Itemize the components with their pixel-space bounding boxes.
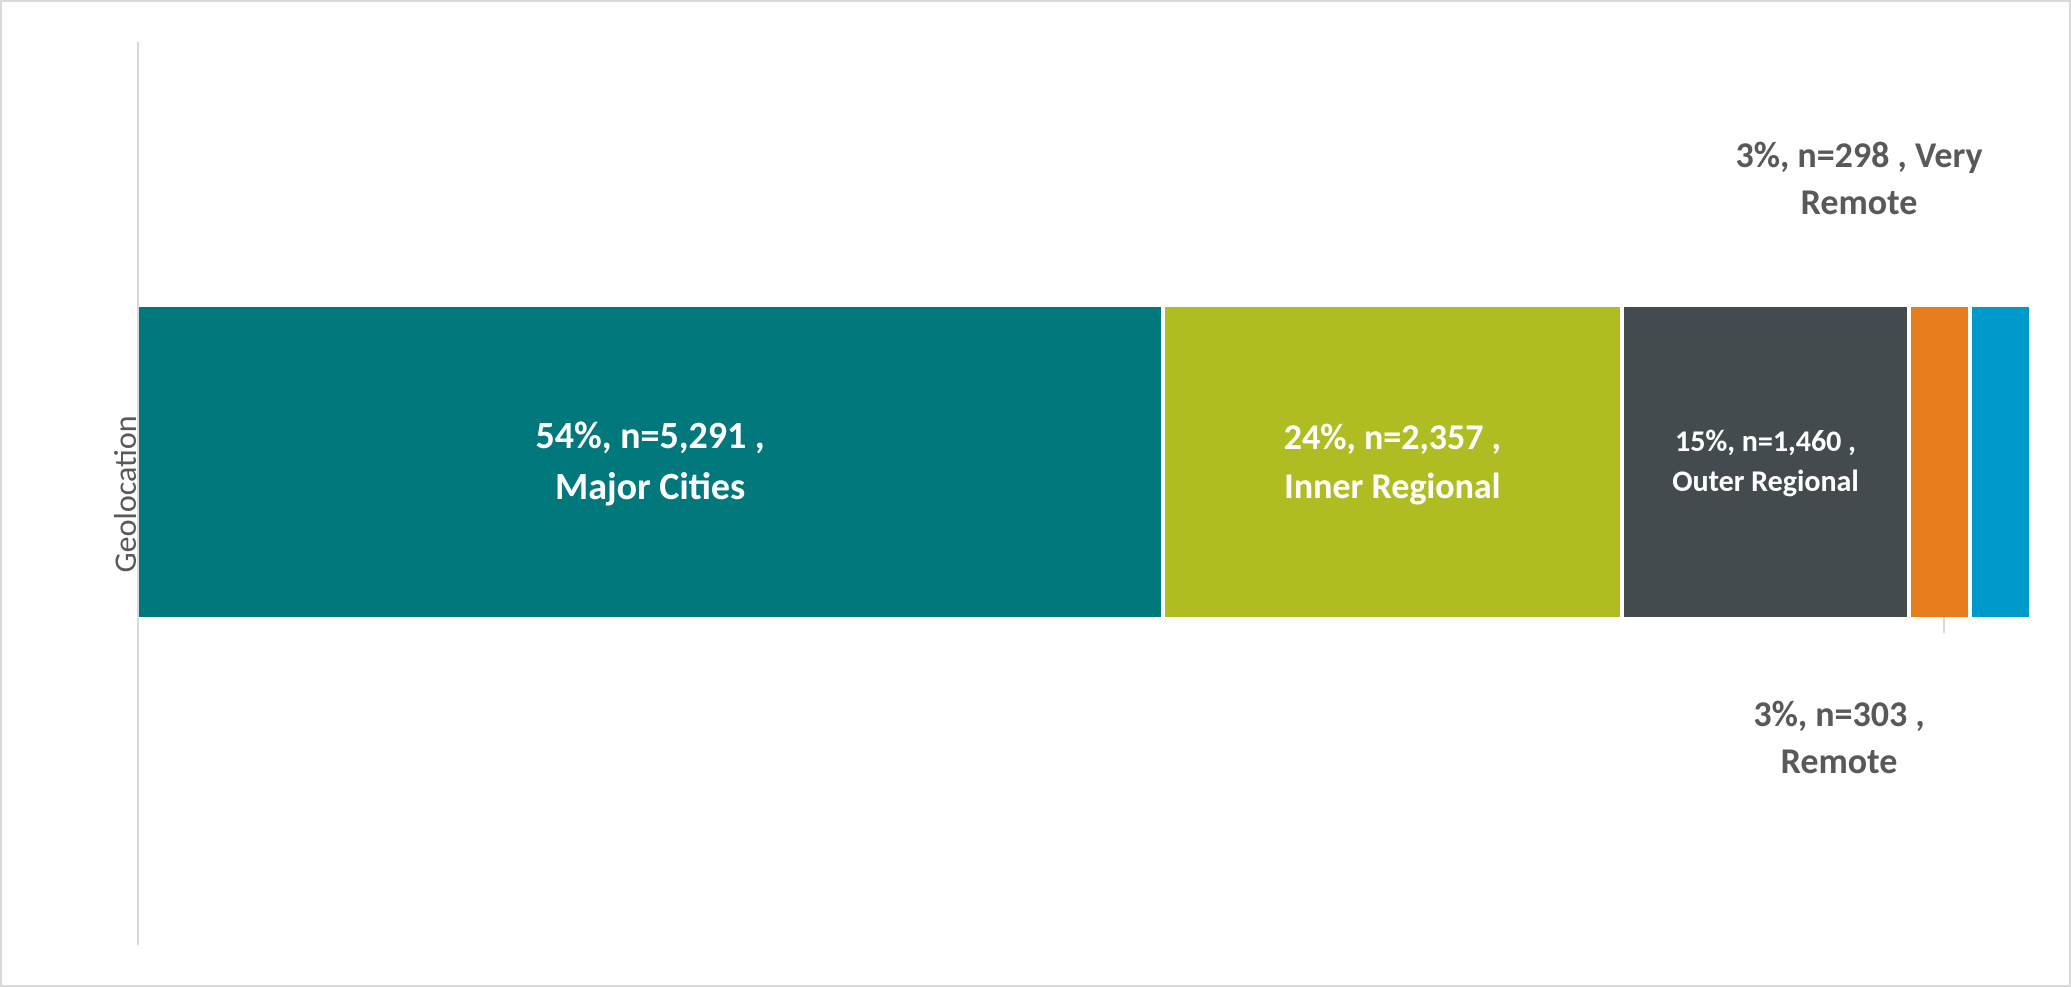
chart-container: Geolocation 54%, n=5,291 ,Major Cities24… — [0, 0, 2071, 987]
segment-very-remote — [1972, 307, 2029, 617]
segment-label-major-cities: 54%, n=5,291 , Major Cities — [528, 411, 773, 514]
segment-label-line2-major-cities: Major Cities — [555, 464, 745, 510]
segment-label-line1-inner-regional: 24%, n=2,357 , — [1284, 415, 1501, 459]
segment-label-line1-outer-regional: 15%, n=1,460 , — [1675, 423, 1856, 460]
remote-label-line2: Remote — [1781, 739, 1898, 783]
segment-outer-regional: 15%, n=1,460 ,Outer Regional — [1624, 307, 1908, 617]
segment-label-line2-outer-regional: Outer Regional — [1672, 463, 1859, 500]
remote-tick-mark — [1943, 617, 1945, 633]
remote-external-label: 3%, n=303 , Remote — [1709, 691, 1969, 785]
segment-label-outer-regional: 15%, n=1,460 ,Outer Regional — [1664, 422, 1867, 503]
plot-area: 54%, n=5,291 , Major Cities 24%, n=2,357 ,… — [137, 42, 2029, 945]
segment-label-line1-major-cities: 54%, n=5,291 , — [536, 413, 765, 459]
very-remote-label-line2: Remote — [1801, 180, 1918, 224]
very-remote-external-label: 3%, n=298 , Very Remote — [1689, 132, 2029, 226]
segment-inner-regional: 24%, n=2,357 , Inner Regional — [1165, 307, 1619, 617]
segment-label-inner-regional: 24%, n=2,357 , Inner Regional — [1276, 413, 1509, 510]
very-remote-label-line1: 3%, n=298 , Very — [1735, 133, 1982, 177]
segment-major-cities: 54%, n=5,291 , Major Cities — [139, 307, 1161, 617]
segment-remote — [1911, 307, 1968, 617]
stacked-bar: 54%, n=5,291 , Major Cities 24%, n=2,357 ,… — [139, 307, 2029, 617]
remote-label-line1: 3%, n=303 , — [1753, 692, 1924, 736]
segment-label-line2-inner-regional: Inner Regional — [1284, 464, 1500, 508]
